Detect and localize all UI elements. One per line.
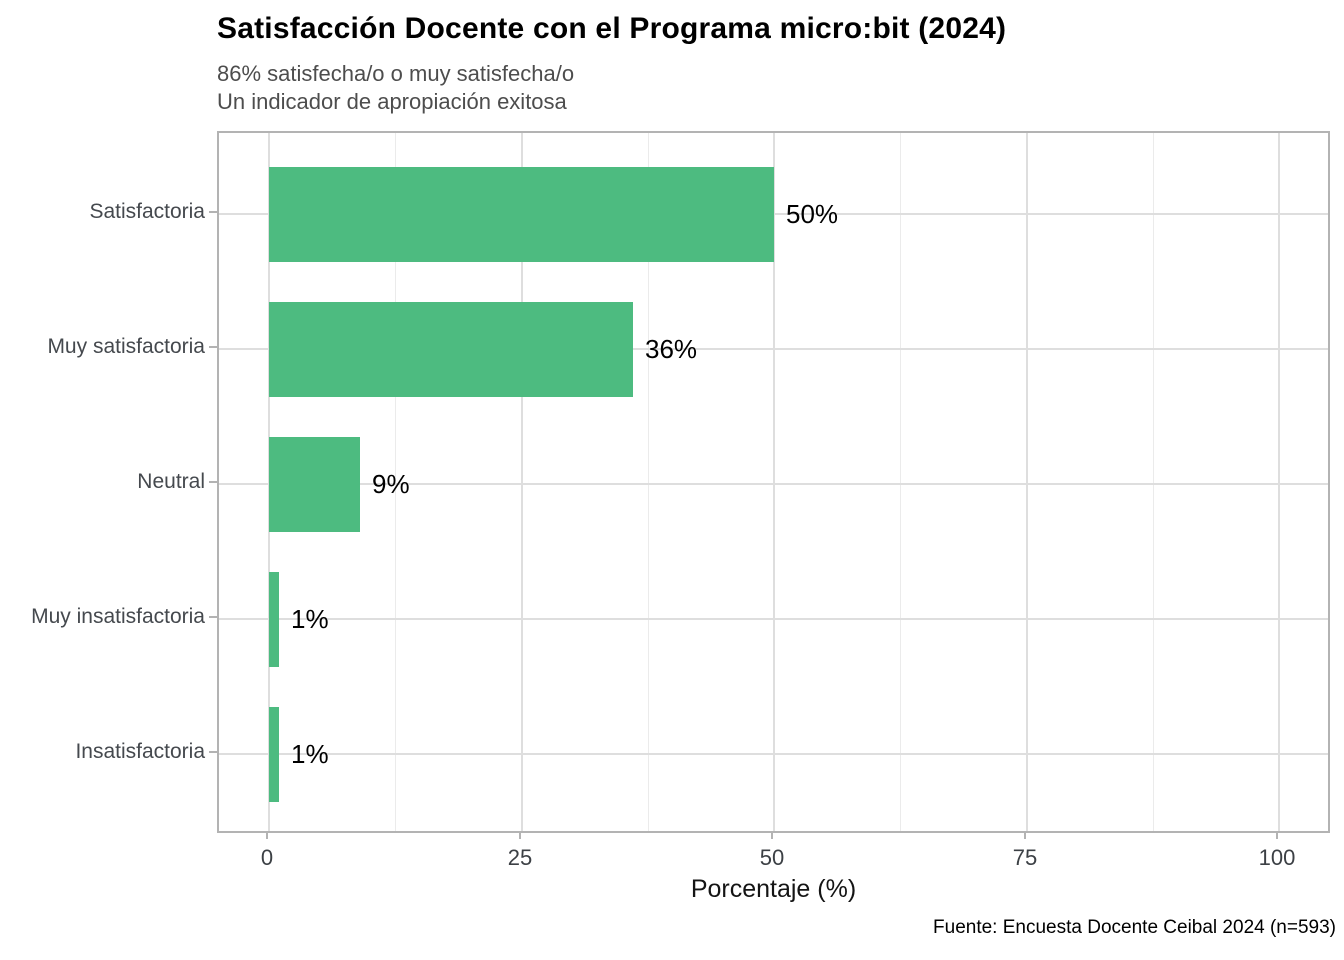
- chart-subtitle-line1: 86% satisfecha/o o muy satisfecha/o: [217, 61, 575, 86]
- chart-panel: 50% 36% 9% 1% 1%: [217, 131, 1330, 833]
- gridline-major-vertical: [1025, 133, 1028, 831]
- gridline-major-horizontal: [219, 753, 1328, 755]
- chart-subtitle-line2: Un indicador de apropiación exitosa: [217, 89, 567, 114]
- bar-value-label: 1%: [291, 604, 329, 634]
- gridline-minor-vertical: [1152, 133, 1154, 831]
- gridline-major-vertical: [1278, 133, 1280, 831]
- gridline-major-vertical: [773, 133, 775, 831]
- y-axis-tick: [209, 481, 217, 483]
- x-axis-tick: [266, 833, 268, 839]
- x-axis-tick-label: 0: [260, 845, 274, 870]
- y-axis-tick: [209, 751, 217, 753]
- gridline-major-horizontal: [219, 483, 1328, 485]
- x-axis-tick-label: 50: [759, 845, 785, 870]
- chart-caption: Fuente: Encuesta Docente Ceibal 2024 (n=…: [933, 917, 1336, 938]
- chart-title: Satisfacción Docente con el Programa mic…: [217, 12, 1007, 45]
- bar-insatisfactoria: [269, 707, 279, 802]
- bar-muy-insatisfactoria: [269, 572, 279, 667]
- gridline-major-vertical: [520, 133, 523, 831]
- chart-subtitle: 86% satisfecha/o o muy satisfecha/o Un i…: [217, 60, 574, 116]
- x-axis-tick-label: 100: [1258, 845, 1296, 870]
- bar-value-label: 50%: [786, 199, 839, 229]
- x-axis-tick: [1024, 833, 1026, 839]
- y-axis-tick: [209, 346, 217, 348]
- bar-neutral: [269, 437, 360, 532]
- x-axis-title: Porcentaje (%): [690, 875, 857, 903]
- gridline-minor-vertical: [395, 133, 397, 831]
- gridline-major-horizontal: [219, 618, 1328, 620]
- x-axis-tick: [771, 833, 773, 839]
- y-axis-tick: [209, 616, 217, 618]
- bar-muy-satisfactoria: [269, 302, 633, 397]
- x-axis-tick-label: 75: [1012, 845, 1038, 870]
- x-axis-tick-label: 25: [507, 845, 533, 870]
- bar-value-label: 36%: [645, 334, 698, 364]
- gridline-minor-vertical: [647, 133, 649, 831]
- bar-value-label: 9%: [372, 469, 410, 499]
- bar-satisfactoria: [269, 167, 774, 262]
- category-label-insatisfactoria: Insatisfactoria: [75, 740, 205, 763]
- category-label-muy-satisfactoria: Muy satisfactoria: [47, 335, 205, 358]
- category-label-satisfactoria: Satisfactoria: [89, 200, 205, 223]
- x-axis-tick: [1276, 833, 1278, 839]
- bar-value-label: 1%: [291, 739, 329, 769]
- gridline-major-horizontal: [219, 348, 1328, 350]
- category-label-muy-insatisfactoria: Muy insatisfactoria: [31, 605, 205, 628]
- category-label-neutral: Neutral: [137, 470, 205, 493]
- y-axis-tick: [209, 211, 217, 213]
- gridline-minor-vertical: [900, 133, 902, 831]
- x-axis-tick: [519, 833, 521, 839]
